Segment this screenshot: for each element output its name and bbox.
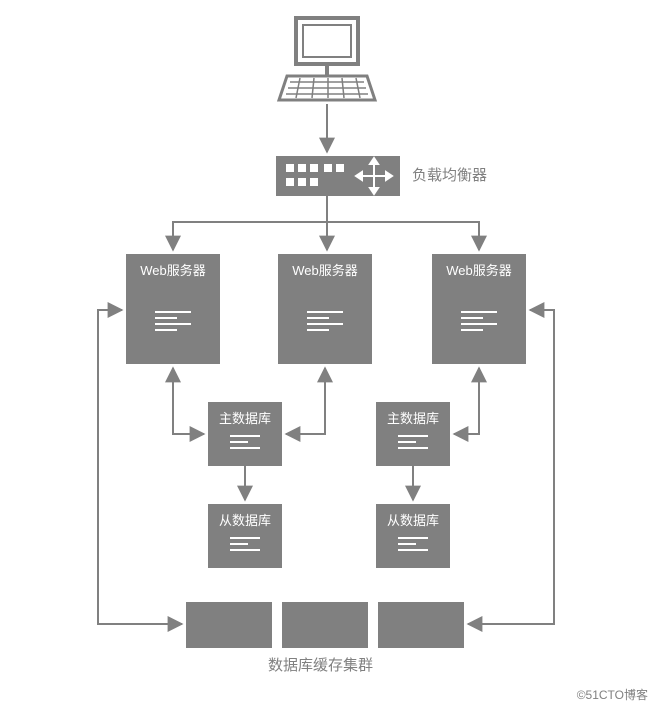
- node-master2-title: 主数据库: [387, 408, 439, 427]
- node-web2: Web服务器: [278, 254, 372, 364]
- diagram-canvas: 负载均衡器 Web服务器 Web服务器 Web服务器 主数据库 主数据库: [0, 0, 656, 709]
- server-lines-icon: [461, 311, 497, 331]
- node-slave2: 从数据库: [376, 504, 450, 568]
- node-web3-title: Web服务器: [446, 260, 512, 279]
- edge-web2-master1: [286, 368, 325, 434]
- node-web3: Web服务器: [432, 254, 526, 364]
- db-lines-icon: [398, 537, 428, 551]
- node-master1: 主数据库: [208, 402, 282, 466]
- node-cache1: [186, 602, 272, 648]
- edge-lb-to-web1: [173, 196, 327, 250]
- load-balancer-label: 负载均衡器: [412, 164, 487, 185]
- node-slave1-title: 从数据库: [219, 510, 271, 529]
- db-lines-icon: [230, 537, 260, 551]
- server-lines-icon: [155, 311, 191, 331]
- node-web1: Web服务器: [126, 254, 220, 364]
- edge-lb-to-web3: [327, 196, 479, 250]
- server-lines-icon: [307, 311, 343, 331]
- db-lines-icon: [398, 435, 428, 449]
- load-balancer-icon: [276, 156, 400, 196]
- node-cache2: [282, 602, 368, 648]
- node-master1-title: 主数据库: [219, 408, 271, 427]
- node-slave2-title: 从数据库: [387, 510, 439, 529]
- client-computer-icon: [279, 18, 375, 100]
- db-lines-icon: [230, 435, 260, 449]
- edge-web1-master1: [173, 368, 204, 434]
- node-master2: 主数据库: [376, 402, 450, 466]
- node-cache3: [378, 602, 464, 648]
- node-web2-title: Web服务器: [292, 260, 358, 279]
- cache-cluster-label: 数据库缓存集群: [268, 654, 373, 675]
- node-web1-title: Web服务器: [140, 260, 206, 279]
- node-slave1: 从数据库: [208, 504, 282, 568]
- watermark-text: ©51CTO博客: [577, 686, 648, 703]
- edge-web3-master2: [454, 368, 479, 434]
